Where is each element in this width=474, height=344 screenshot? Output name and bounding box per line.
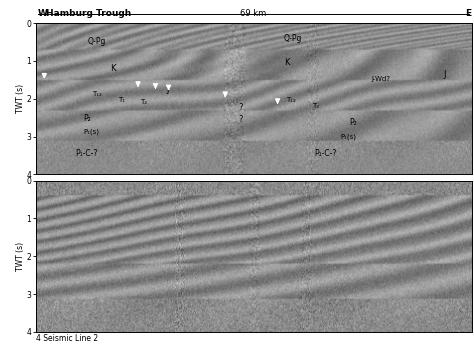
Text: 4 Seismic Line 2: 4 Seismic Line 2: [36, 334, 98, 343]
Text: P₂: P₂: [83, 114, 91, 123]
Text: W: W: [38, 9, 47, 18]
Text: J: J: [443, 70, 446, 79]
Text: P₁(s): P₁(s): [83, 129, 100, 135]
Text: K: K: [109, 64, 115, 73]
Text: T₁₂: T₁₂: [92, 91, 102, 97]
Text: J-Wd?: J-Wd?: [371, 76, 390, 82]
Text: K: K: [284, 58, 290, 67]
Text: Hamburg Trough: Hamburg Trough: [46, 9, 132, 18]
Text: P₂: P₂: [349, 118, 357, 128]
Text: J: J: [166, 85, 169, 94]
Text: Q-Pg: Q-Pg: [284, 34, 302, 43]
Text: P₁-C-?: P₁-C-?: [75, 149, 97, 158]
Text: T₂: T₂: [312, 103, 319, 109]
Text: T₁₂: T₁₂: [286, 97, 296, 103]
Y-axis label: TWT (s): TWT (s): [16, 242, 25, 271]
Text: P₁-C-?: P₁-C-?: [315, 149, 337, 158]
Text: T₂: T₂: [140, 99, 147, 105]
Text: E: E: [465, 9, 471, 18]
Text: Q-Pg: Q-Pg: [88, 37, 106, 46]
Text: P₁(s): P₁(s): [341, 133, 357, 140]
Text: ?: ?: [238, 116, 243, 125]
Text: T₁: T₁: [118, 97, 126, 103]
Y-axis label: TWT (s): TWT (s): [16, 84, 25, 114]
Text: ?: ?: [238, 103, 243, 112]
Text: 69 km: 69 km: [240, 9, 267, 18]
